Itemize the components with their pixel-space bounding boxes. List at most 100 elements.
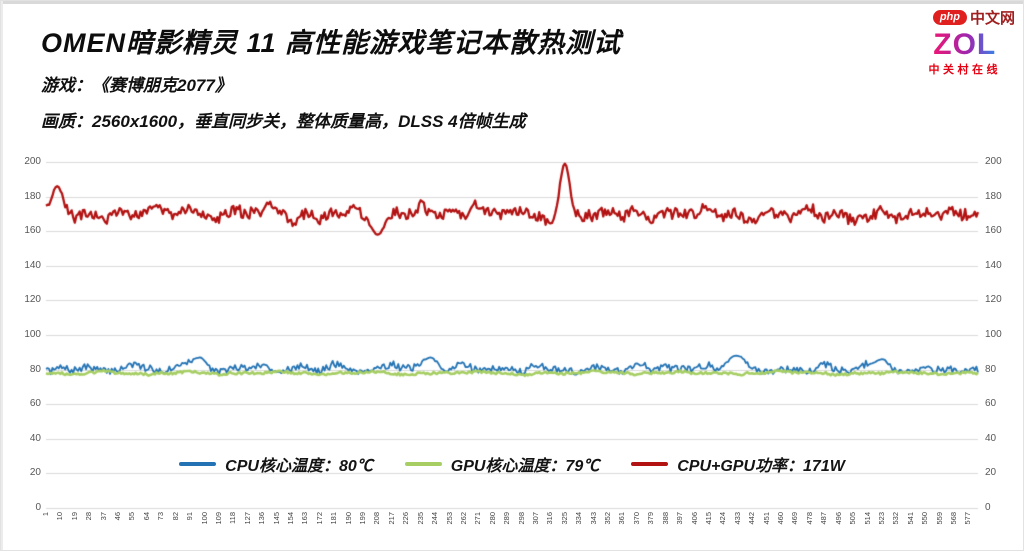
x-tick-label: 145	[271, 512, 281, 525]
x-tick-label: 469	[790, 512, 800, 525]
x-tick-label: 91	[185, 512, 195, 521]
x-tick-label: 388	[660, 512, 670, 525]
branding-block: php 中文网 ZOL 中关村在线	[929, 7, 1015, 77]
x-tick-label: 64	[141, 512, 151, 521]
php-logo-badge: php	[932, 10, 967, 25]
x-tick-label: 118	[228, 512, 238, 524]
x-tick-label: 550	[920, 512, 930, 525]
y-tick-label: 140	[985, 259, 1002, 271]
zol-logo: ZOL 中关村在线	[929, 30, 1002, 77]
y-tick-label: 20	[29, 467, 41, 479]
x-tick-label: 334	[574, 512, 584, 525]
y-tick-label: 40	[29, 432, 41, 444]
x-tick-label: 127	[242, 512, 252, 525]
x-tick-label: 19	[69, 512, 79, 521]
y-tick-label: 80	[29, 363, 41, 375]
chart-legend: CPU核心温度：80℃ GPU核心温度：79℃ CPU+GPU功率：171W	[1, 452, 1023, 476]
gpu-temp-line-swatch	[404, 462, 442, 466]
php-cn-watermark: php 中文网	[932, 7, 1015, 28]
x-tick-label: 136	[257, 512, 267, 525]
x-tick-label: 433	[732, 512, 742, 525]
x-tick-label: 82	[170, 512, 180, 521]
x-tick-label: 244	[430, 512, 440, 525]
cpu-temp-legend-label: CPU核心温度：80℃	[225, 458, 373, 475]
gpu-temp-legend-label: GPU核心温度：79℃	[450, 458, 600, 475]
x-tick-label: 199	[358, 512, 368, 525]
x-tick-label: 55	[127, 512, 137, 521]
y-tick-label: 60	[985, 398, 997, 410]
x-tick-label: 154	[286, 512, 295, 525]
x-tick-label: 109	[213, 512, 223, 525]
x-tick-label: 37	[98, 512, 108, 521]
zol-logo-subtext: 中关村在线	[928, 64, 1001, 76]
y-tick-label: 0	[985, 502, 991, 513]
php-cn-watermark-text: 中文网	[969, 10, 1015, 27]
x-tick-label: 361	[617, 512, 627, 525]
x-tick-label: 460	[776, 512, 786, 525]
x-tick-label: 487	[819, 512, 829, 525]
subtitle-game: 游戏：《赛博朋克2077》	[41, 76, 232, 95]
x-tick-label: 316	[545, 512, 555, 525]
x-tick-label: 352	[603, 512, 613, 525]
y-tick-label: 80	[985, 363, 997, 375]
x-tick-label: 208	[372, 512, 382, 525]
x-tick-label: 190	[343, 512, 353, 525]
x-tick-label: 100	[199, 512, 209, 525]
x-tick-label: 46	[113, 512, 123, 521]
page-title: OMEN暗影精灵 11 高性能游戏笔记本散热测试	[41, 28, 622, 58]
x-tick-label: 451	[761, 512, 771, 525]
y-tick-label: 140	[24, 259, 41, 271]
y-tick-label: 200	[985, 156, 1002, 167]
x-tick-label: 577	[963, 512, 973, 525]
x-tick-label: 271	[473, 512, 483, 525]
y-tick-label: 100	[985, 329, 1002, 340]
x-tick-label: 343	[588, 512, 598, 525]
x-tick-label: 10	[55, 512, 65, 521]
y-tick-label: 120	[24, 294, 41, 306]
subtitle-quality: 画质：2560x1600，垂直同步关，整体质量高，DLSS 4倍帧生成	[41, 112, 526, 131]
x-tick-label: 253	[444, 512, 454, 525]
x-tick-label: 280	[487, 512, 497, 525]
x-tick-label: 289	[502, 512, 512, 525]
x-tick-label: 406	[689, 512, 699, 525]
x-tick-label: 415	[703, 512, 713, 525]
x-tick-label: 28	[84, 512, 94, 521]
legend-item-power: CPU+GPU功率：171W	[631, 452, 845, 476]
power-line-swatch	[631, 462, 669, 466]
y-tick-label: 160	[24, 225, 41, 237]
legend-item-cpu-temp: CPU核心温度：80℃	[179, 452, 373, 476]
y-tick-label: 200	[24, 156, 41, 167]
zol-logo-text: ZOL	[929, 30, 1002, 60]
x-tick-label: 73	[156, 512, 166, 521]
cpu-temp-line-swatch	[179, 462, 217, 466]
x-tick-label: 442	[747, 512, 757, 525]
power-legend-label: CPU+GPU功率：171W	[677, 458, 845, 475]
x-tick-label: 1	[41, 512, 50, 517]
x-tick-label: 559	[934, 512, 944, 525]
x-tick-label: 163	[300, 512, 310, 525]
x-tick-label: 370	[631, 512, 641, 525]
y-tick-label: 180	[985, 190, 1002, 202]
y-tick-label: 120	[985, 294, 1002, 306]
x-tick-label: 514	[862, 512, 872, 525]
x-tick-label: 505	[848, 512, 858, 525]
x-tick-label: 226	[401, 512, 411, 525]
legend-item-gpu-temp: GPU核心温度：79℃	[404, 452, 600, 476]
x-tick-label: 541	[905, 512, 915, 525]
x-tick-label: 496	[833, 512, 843, 525]
x-tick-label: 325	[559, 512, 569, 525]
x-tick-label: 181	[329, 512, 339, 525]
x-tick-label: 262	[458, 512, 468, 525]
x-tick-label: 532	[891, 512, 901, 525]
y-tick-label: 0	[35, 502, 41, 513]
x-tick-label: 523	[876, 512, 886, 525]
x-tick-label: 172	[314, 512, 324, 525]
x-tick-label: 397	[675, 512, 685, 525]
chart-header: OMEN暗影精灵 11 高性能游戏笔记本散热测试 游戏：《赛博朋克2077》 画…	[41, 21, 621, 132]
y-tick-label: 160	[985, 225, 1002, 237]
y-tick-label: 20	[985, 467, 997, 479]
x-tick-label: 307	[531, 512, 541, 525]
y-tick-label: 100	[24, 329, 41, 340]
x-tick-label: 217	[386, 512, 396, 525]
